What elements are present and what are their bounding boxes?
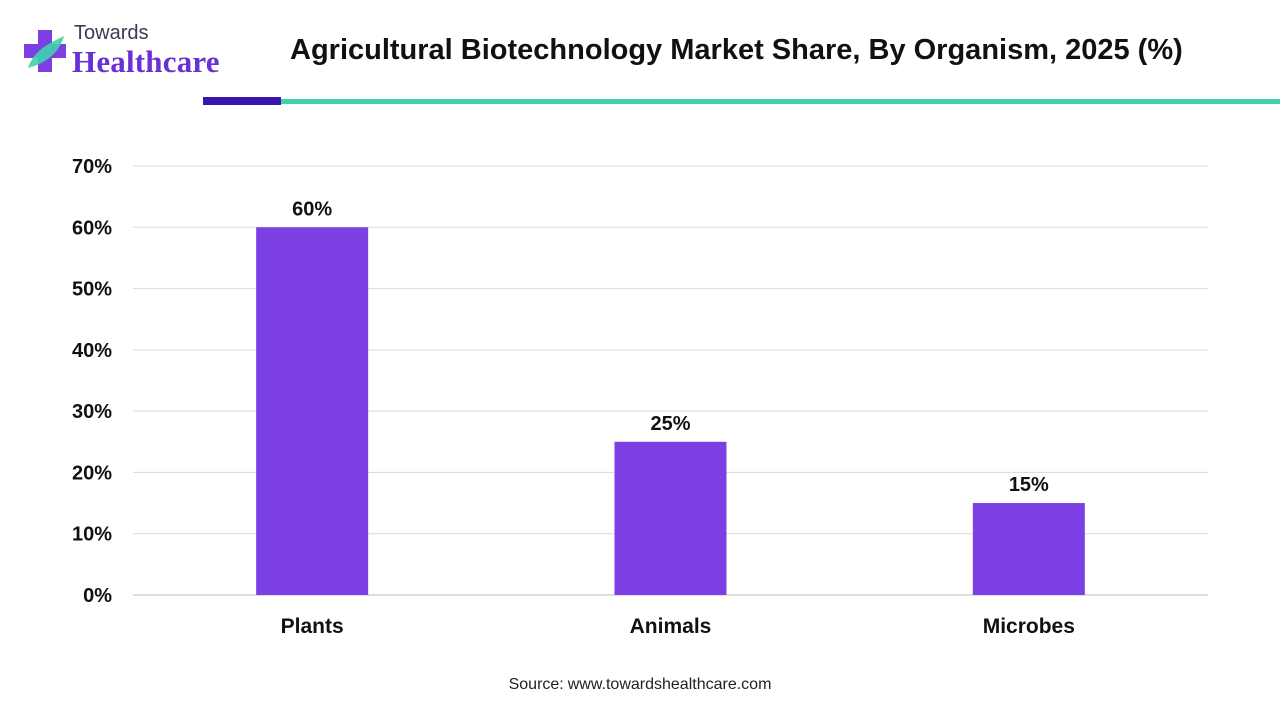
x-tick-label: Animals [630,615,712,638]
bar [614,441,727,595]
bar [972,503,1085,595]
brand-name-line1: Towards [74,22,149,44]
y-tick-label: 60% [72,217,112,239]
y-tick-label: 70% [72,156,112,178]
brand-logo: Towards Healthcare [20,22,240,84]
data-label: 15% [1009,474,1049,496]
title-rule [281,99,1280,104]
y-tick-label: 30% [72,401,112,423]
brand-name-line2: Healthcare [72,44,220,79]
y-tick-label: 40% [72,340,112,362]
source-url: www.towardshealthcare.com [567,676,772,693]
y-tick-label: 0% [83,585,112,607]
x-tick-label: Microbes [983,615,1075,638]
y-tick-label: 20% [72,462,112,484]
y-tick-label: 50% [72,279,112,301]
y-tick-label: 10% [72,524,112,546]
medical-cross-icon [24,30,66,72]
page-title: Agricultural Biotechnology Market Share,… [290,34,1183,66]
x-tick-label: Plants [281,615,344,638]
data-label: 60% [292,198,332,220]
source-note: Source: www.towardshealthcare.com [0,676,1280,694]
source-prefix: Source: [508,676,564,693]
title-rule-accent [203,97,281,105]
data-label: 25% [650,413,690,435]
bar [256,227,369,596]
